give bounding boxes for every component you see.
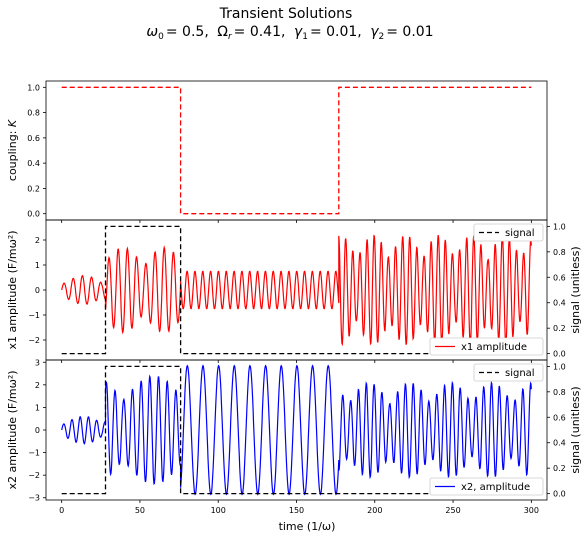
gamma1-value: = 0.01, — [310, 24, 362, 40]
gamma2-subscript: 2 — [379, 32, 385, 42]
coupling-series-line — [61, 86, 532, 215]
y-tick-label: 0 — [35, 426, 40, 435]
y-tick-label: 1 — [35, 261, 40, 270]
y-axis-label: coupling: K — [6, 119, 19, 181]
axes-frame — [45, 80, 548, 221]
panel-coupling: 0.0 0.2 0.4 0.6 0.8 1.0 coupling: K — [6, 80, 548, 223]
y-right-tick-label: 0.2 — [553, 464, 566, 473]
y-axis-label: x1 amplitude (F/mω²) — [6, 230, 19, 349]
figure-title: Transient Solutions — [219, 6, 353, 22]
y-tick-label: 0.2 — [27, 184, 40, 193]
y-tick-label: −1 — [28, 449, 40, 458]
y-right-axis-label: signal (unitless) — [569, 386, 582, 473]
x-axis-label: time (1/ω) — [279, 520, 336, 533]
x-tick-label: 250 — [445, 506, 460, 515]
Omega-symbol: Ω — [217, 24, 228, 40]
y-tick-label: −1 — [28, 311, 40, 320]
y-tick-label: 3 — [35, 358, 40, 367]
legend-label: signal — [505, 368, 535, 379]
legend-box — [429, 337, 544, 356]
gamma2-value: = 0.01 — [386, 24, 433, 40]
y-right-tick-label: 0.8 — [553, 248, 566, 257]
x-tick-label: 0 — [59, 506, 64, 515]
y-right-tick-label: 1.0 — [553, 222, 566, 231]
y-right-tick-label: 0.0 — [553, 350, 566, 359]
legend-box — [473, 223, 544, 242]
y-tick-label: 2 — [35, 381, 40, 390]
y-tick-label: 0.8 — [27, 109, 40, 118]
omega0-symbol: ω — [146, 24, 158, 40]
legend-signal: signal — [473, 363, 544, 382]
legend-amplitude: x1 amplitude — [429, 337, 544, 356]
x-tick-label: 200 — [367, 506, 382, 515]
legend-signal: signal — [473, 223, 544, 242]
legend-label: x2, amplitude — [461, 482, 530, 493]
legend-amplitude: x2, amplitude — [429, 477, 544, 496]
signal-series-line — [61, 365, 532, 495]
y-tick-label: −2 — [28, 336, 40, 345]
x-tick-label: 100 — [211, 506, 226, 515]
y-right-axis-label: signal (unitless) — [569, 246, 582, 333]
y-tick-label: 1.0 — [27, 83, 40, 92]
y-right-tick-label: 0.8 — [553, 388, 566, 397]
x-tick-label: 50 — [135, 506, 145, 515]
y-right-tick-label: 0.0 — [553, 490, 566, 499]
y-axis-label: x2 amplitude (F/mω²) — [6, 370, 19, 489]
omega0-value: = 0.5, — [166, 24, 209, 40]
legend-label: signal — [505, 228, 535, 239]
signal-series-line — [61, 225, 532, 355]
y-right-tick-label: 0.6 — [553, 273, 566, 282]
omega0-subscript: 0 — [158, 32, 164, 42]
legend-box — [473, 363, 544, 382]
x-tick-label: 150 — [289, 506, 304, 515]
y-tick-label: 2 — [35, 236, 40, 245]
gamma1-symbol: γ — [294, 24, 303, 40]
gamma1-subscript: 1 — [302, 32, 308, 42]
y-right-tick-label: 0.4 — [553, 439, 566, 448]
y-axis-label-text: coupling: — [6, 127, 19, 181]
Omega-subscript: r — [228, 32, 233, 42]
y-right-tick-label: 0.6 — [553, 413, 566, 422]
y-axis-label-var: K — [6, 119, 19, 127]
y-right-tick-label: 1.0 — [553, 362, 566, 371]
y-tick-label: 0.6 — [27, 134, 40, 143]
y-tick-label: 0 — [35, 286, 40, 295]
panel-x2: −3 −2 −1 0 1 2 3 x2 amplitude (F/mω²) 0.0 0.2 0.4 0… — [6, 358, 582, 515]
x-tick-label: 300 — [524, 506, 539, 515]
y-tick-label: −2 — [28, 471, 40, 480]
y-right-tick-label: 0.4 — [553, 299, 566, 308]
y-tick-label: −3 — [28, 494, 40, 503]
panel-x1: −2 −1 0 1 2 x1 amplitude (F/mω²) 0.0 0.2 0.4 0.6 0… — [6, 219, 582, 363]
gamma2-symbol: γ — [370, 24, 379, 40]
Omega-value: = 0.41, — [234, 24, 286, 40]
y-right-tick-label: 0.2 — [553, 324, 566, 333]
y-tick-label: 1 — [35, 403, 40, 412]
figure-subtitle: ω0 = 0.5, Ωr = 0.41, γ1 = 0.01, γ2 = 0.01 — [146, 24, 433, 42]
y-tick-label: 0.4 — [27, 159, 40, 168]
legend-box — [429, 477, 544, 496]
legend-label: x1 amplitude — [461, 342, 527, 353]
amplitude-series-line — [61, 364, 532, 496]
amplitude-series-line — [61, 234, 532, 347]
y-tick-label: 0.0 — [27, 210, 40, 219]
